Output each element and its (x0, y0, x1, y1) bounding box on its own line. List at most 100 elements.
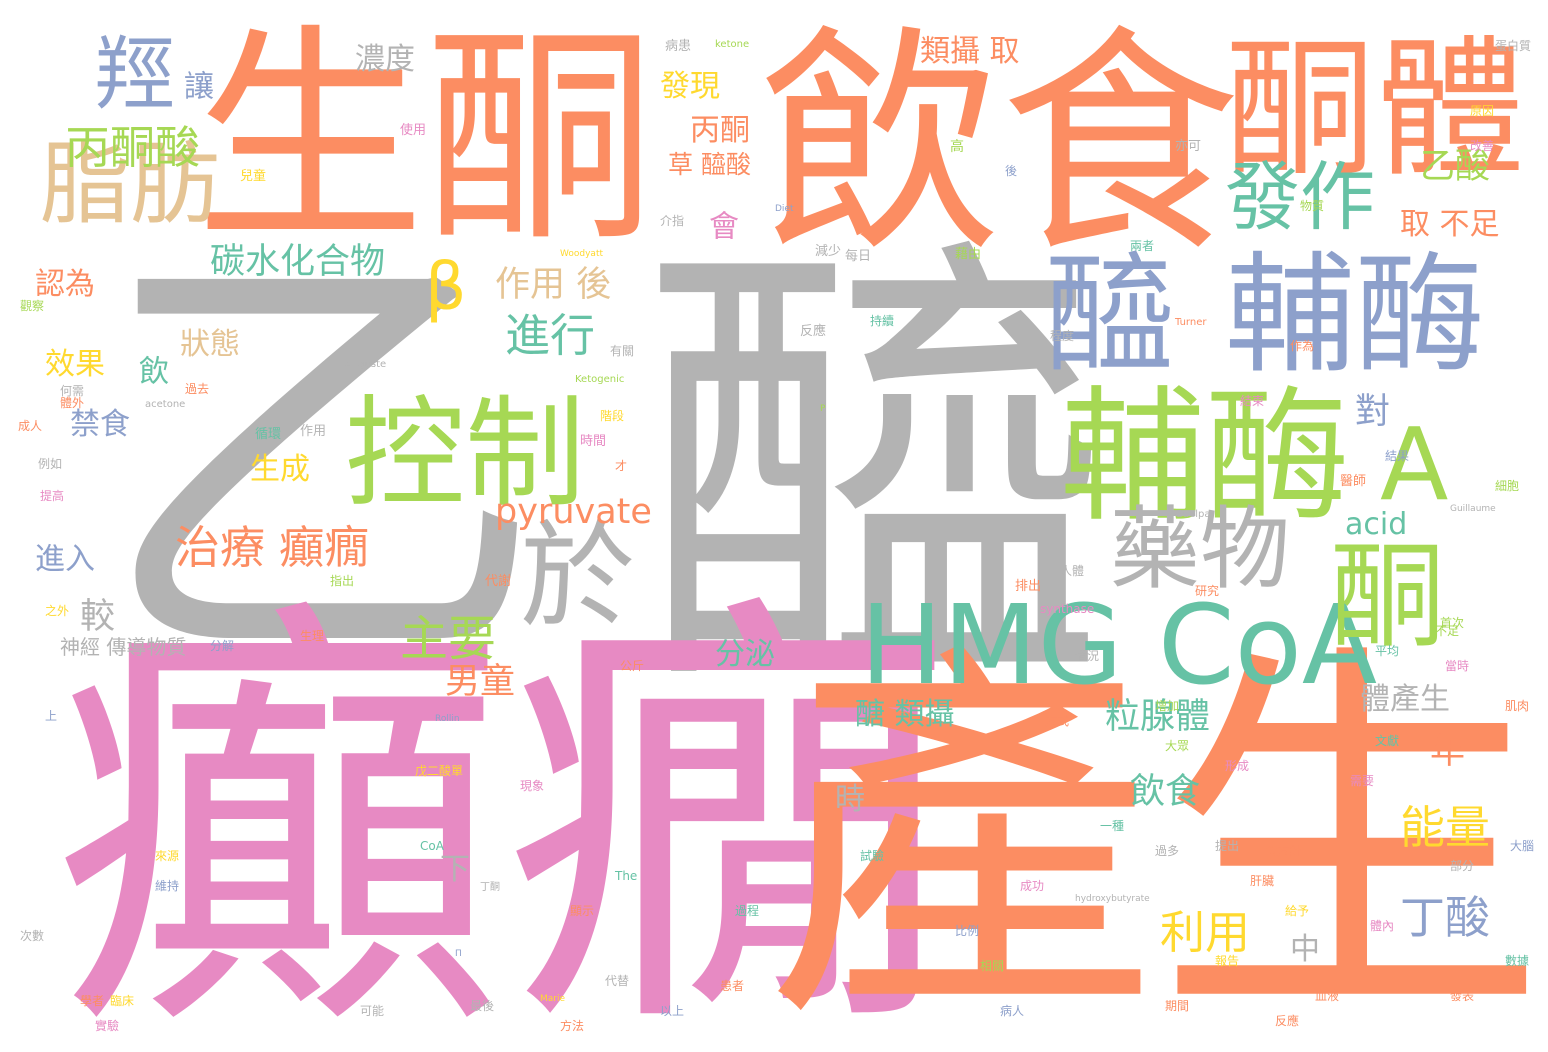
word-item-24: 主要 (400, 611, 497, 667)
word-item-12: 酮 (1330, 530, 1446, 664)
word-item-115: 給予 (1285, 904, 1310, 918)
word-item-7: 醯 (1045, 239, 1176, 391)
word-item-170: 結果 (1385, 449, 1410, 463)
word-item-111: 才 (615, 459, 628, 473)
word-item-136: 一種 (1100, 819, 1125, 833)
word-item-141: 維持 (155, 879, 180, 893)
word-item-4: 生酮 (195, 6, 656, 273)
word-item-58: 神經 傳導物質 (60, 635, 187, 659)
word-pyruvate: pyruvate (495, 492, 652, 532)
word-item-57: 下 (440, 852, 470, 887)
word-item-110: Π (455, 949, 462, 959)
word-item-46: 認為 (35, 267, 95, 302)
word-item-48: 飲 (133, 355, 168, 385)
word-item-0: 乙 (95, 203, 545, 727)
word-item-151: 程度 (1050, 329, 1075, 343)
word-item-148: 相關 (980, 959, 1005, 973)
word-item-26: 作用 後 (495, 265, 612, 305)
word-item-16: 脂肪 (40, 132, 220, 237)
word-item-50: 濃度 (355, 42, 415, 77)
word-item-69: 每日 (845, 249, 872, 264)
word-item-32: 乙酸 (1420, 147, 1491, 187)
word-item-171: 反應 (1275, 1014, 1300, 1028)
word-item-107: 過去 (185, 382, 210, 396)
word-item-114: 例如 (38, 457, 63, 471)
word-item-40: 對 (1355, 392, 1391, 432)
word-item-62: 亦可 (1175, 139, 1202, 154)
word-item-150: 以上 (660, 1004, 685, 1018)
word-item-86: 人體 (1060, 564, 1085, 578)
word-item-30: 飲食 (1130, 772, 1201, 812)
word-item-49: 讓 (178, 70, 213, 100)
word-item-38: 分泌 (715, 637, 775, 672)
word-item-36: 醣 類攝 (855, 697, 955, 732)
word-item-65: 使用 (400, 123, 427, 138)
word-item-100: 食方針 (1265, 844, 1302, 858)
word-item-96: 戊二酸單 (415, 764, 464, 778)
word-item-61: 病患 (665, 39, 692, 54)
word-item-121: 研究 (1195, 584, 1220, 598)
word-hmg-coa: HMG CoA (860, 581, 1378, 709)
word-item-45: 較 (80, 597, 116, 637)
word-item-143: 血液 (1315, 989, 1340, 1003)
word-item-41: 效果 (45, 347, 105, 382)
word-item-75: 有關 (610, 344, 635, 358)
word-coa: CoA (420, 839, 444, 853)
word-item-138: 情況 (1075, 649, 1100, 663)
word-item-93: 大眾 (1165, 739, 1190, 753)
word-item-166: 成人 (18, 419, 43, 433)
word-item-15: 藥物 (1110, 497, 1290, 602)
word-item-17: 羥 (95, 28, 175, 121)
word-item-23: 進行 (505, 309, 596, 362)
word-item-90: 分解 (210, 639, 235, 653)
word-item-74: 反應 (800, 324, 827, 339)
word-guillaume: Guillaume (1450, 504, 1496, 514)
word-item-133: 成功 (1020, 879, 1045, 893)
word-item-68: 減少 (815, 244, 842, 259)
word-item-31: 年 (1430, 732, 1466, 772)
word-item-91: 公斤 (620, 659, 645, 673)
word-item-3: 產生 (766, 613, 1546, 1052)
word-item-21: 治療 癲癇 (175, 521, 370, 574)
word-hydroxybutyrate: hydroxybutyrate (1075, 894, 1150, 904)
word-item-134: 最後 (470, 999, 495, 1013)
word-item-102: 丁酮 (480, 882, 500, 893)
word-item-127: 臨床 (110, 994, 135, 1008)
word-item-29: 利用 (1160, 906, 1251, 959)
word-item-37: 男童 (445, 662, 516, 702)
word-acid: acid (1345, 507, 1408, 542)
word-item-165: 觀察 (20, 299, 45, 313)
word-item-163: 顯示 (570, 904, 595, 918)
word-item-9: 輔酶 (1060, 373, 1350, 542)
word-item-146: 階段 (600, 409, 625, 423)
word-item-28: 丁酸 (1400, 891, 1491, 944)
word-item-162: 可能 (360, 1004, 385, 1018)
word-item-128: 試驗 (860, 849, 885, 863)
word-item-81: 循環 (255, 427, 282, 442)
word-rollin: Rollin (435, 714, 460, 724)
word-ketogenic: Ketogenic (575, 374, 625, 385)
word-item-19: β (425, 250, 467, 325)
word-item-149: 方法 (560, 1019, 585, 1033)
word-acetone: acetone (145, 399, 186, 410)
word-item-147: 需要 (1350, 774, 1375, 788)
word-item-51: 類攝 取 (920, 34, 1020, 69)
word-item-157: 細胞 (1495, 479, 1520, 493)
word-item-14: 於 (520, 510, 636, 644)
word-item-20: 丙酮酸 (65, 121, 201, 174)
word-item-5: 飲食 (760, 5, 1241, 285)
word-item-137: 期間 (1165, 999, 1190, 1013)
word-woodyatt: Woodyatt (560, 249, 603, 259)
word-turner: Turner (1175, 317, 1207, 328)
word-item-34: 粒腺體 (1105, 697, 1211, 737)
word-item-18: 發作 (1225, 153, 1376, 241)
word-item-159: 大腦 (1510, 839, 1535, 853)
word-auguste: Auguste (345, 359, 387, 370)
word-item-92: 方式 (1045, 714, 1070, 728)
word-item-52: 發現 (660, 69, 720, 104)
word-item-94: 文獻 (1375, 734, 1400, 748)
word-item-67: 介指 (660, 214, 685, 228)
word-item-160: 數據 (1505, 954, 1530, 968)
word-item-122: 平均 (1375, 644, 1400, 658)
word-item-142: 發表 (1450, 989, 1475, 1003)
